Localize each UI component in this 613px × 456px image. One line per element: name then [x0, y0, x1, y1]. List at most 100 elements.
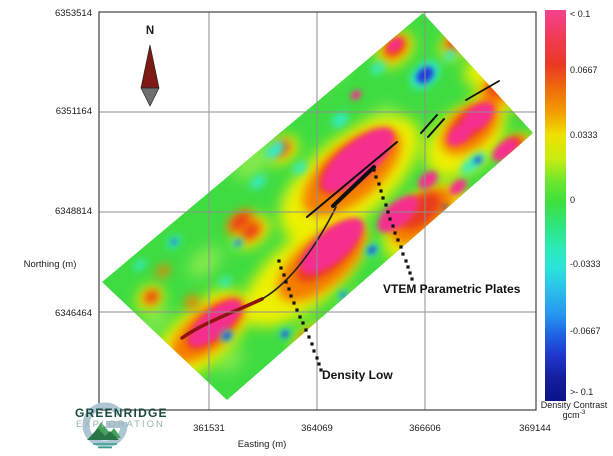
leader-dot: [292, 301, 296, 305]
leader-dot: [377, 182, 381, 186]
logo-mountain-front: [87, 428, 119, 440]
anomaly-blob: [447, 122, 473, 146]
anomaly-blob: [332, 112, 348, 128]
leader-dots-vtem-plates: [372, 168, 414, 281]
colorbar-tick-label: < 0.1: [570, 9, 591, 19]
anomaly-blob: [321, 127, 395, 193]
leader-dot: [408, 271, 412, 275]
annotation-vtem-plates: VTEM Parametric Plates: [383, 282, 521, 296]
leader-dot: [396, 238, 400, 242]
anomaly-blob: [492, 138, 518, 162]
anomaly-blob: [350, 90, 362, 100]
north-arrow-upper: [140, 44, 160, 89]
anomaly-blob: [371, 61, 385, 75]
leader-dots-density-low: [277, 259, 323, 372]
x-axis-title: Easting (m): [237, 439, 287, 450]
leader-dot: [307, 335, 311, 339]
vtem-plate-line: [465, 80, 500, 101]
y-tick-label: 6353514: [55, 8, 92, 19]
anomaly-blob: [457, 249, 463, 255]
leader-dot: [388, 217, 392, 221]
anomaly-blob: [449, 179, 467, 195]
colorbar-tick-label: -0.0667: [570, 326, 601, 336]
anomaly-blob: [443, 49, 457, 61]
x-tick-label: 364069: [301, 423, 333, 434]
logo-name-text: GREENRIDGE: [75, 406, 168, 420]
colorbar-tick-label: -0.0333: [570, 259, 601, 269]
anomaly-blob: [156, 264, 170, 278]
anomaly-blob: [184, 295, 200, 309]
anomaly-blob: [387, 38, 403, 52]
anomaly-blob: [122, 342, 140, 360]
y-axis-title: Northing (m): [23, 259, 77, 270]
north-arrow: [140, 44, 160, 107]
leader-dot: [277, 259, 281, 263]
colorbar-unit-exponent: -3: [579, 409, 586, 416]
north-arrow-lower: [140, 87, 160, 107]
anomaly-blob: [250, 175, 266, 189]
anomaly-blob: [442, 204, 448, 210]
leader-dot: [284, 280, 288, 284]
anomaly-blob: [281, 330, 289, 338]
anomaly-blob: [340, 292, 346, 298]
leader-dot: [386, 210, 390, 214]
plot-frame: [98, 11, 537, 411]
anomaly-blob: [222, 332, 232, 340]
annotation-density-low: Density Low: [322, 368, 393, 382]
leader-dot: [317, 362, 321, 366]
anomaly-blob: [418, 171, 438, 189]
leader-dot: [319, 368, 323, 372]
vtem-plate-line: [427, 118, 445, 138]
anomaly-blob: [231, 213, 249, 229]
leader-dot: [372, 168, 376, 172]
vtem-plate-line: [331, 165, 376, 208]
anomaly-blob: [264, 140, 286, 160]
anomaly-blob: [171, 239, 177, 245]
lineament: [261, 206, 337, 300]
x-tick-label: 361531: [193, 423, 225, 434]
leader-dot: [312, 349, 316, 353]
anomaly-blob: [499, 183, 511, 193]
colorbar-tick-label: 0: [570, 195, 576, 205]
leader-dot: [410, 277, 414, 281]
leader-dot: [289, 294, 293, 298]
colorbar-unit-base: gcm: [562, 410, 580, 420]
colorbar-units: gcm-3: [534, 409, 613, 420]
anomaly-blob: [293, 161, 307, 175]
anomaly-blob: [216, 347, 244, 373]
leader-dot: [295, 308, 299, 312]
leader-dot: [406, 265, 410, 269]
leader-dot: [401, 252, 405, 256]
anomaly-blob: [116, 339, 144, 365]
leader-dot: [301, 321, 305, 325]
leader-dot: [384, 203, 388, 207]
north-arrow-label: N: [145, 25, 155, 37]
anomaly-blob: [454, 244, 466, 256]
anomaly-blob: [188, 299, 242, 347]
anomaly-blob: [474, 156, 482, 164]
leader-dot: [287, 287, 291, 291]
anomaly-blob: [134, 259, 146, 271]
logo-subtitle-text: EXPLORATION: [76, 419, 165, 430]
anomaly-blob: [367, 246, 377, 254]
anomaly-blob: [146, 292, 158, 302]
vtem-plate-line: [306, 141, 398, 218]
y-tick-label: 6348814: [55, 206, 92, 217]
leader-dot: [315, 356, 319, 360]
leader-dot: [374, 175, 378, 179]
leader-dot: [282, 273, 286, 277]
anomaly-blob: [188, 246, 222, 278]
leader-dot: [391, 224, 395, 228]
logo-g-bar: [106, 421, 123, 428]
anomaly-blob: [235, 240, 241, 246]
colorbar-title: Density Contrast: [540, 400, 608, 410]
leader-dot: [404, 259, 408, 263]
logo-g-notch: [118, 412, 132, 422]
colorbar-tick-label: 0.0333: [570, 130, 598, 140]
colorbar-tick-label: 0.0667: [570, 65, 598, 75]
leader-dot: [304, 328, 308, 332]
anomaly-blob: [345, 296, 371, 320]
anomaly-blob: [497, 180, 513, 196]
